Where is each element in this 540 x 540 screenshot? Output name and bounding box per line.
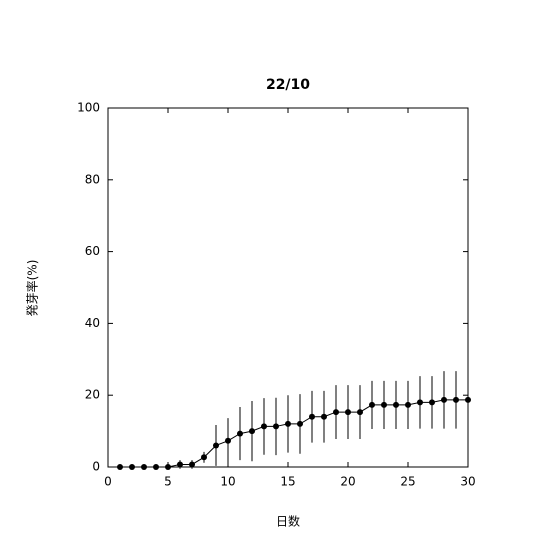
point — [369, 401, 375, 408]
point — [189, 461, 195, 468]
y-tick-label: 20 — [85, 388, 100, 402]
x-tick-label: 0 — [104, 475, 112, 489]
y-tick-label: 40 — [85, 316, 100, 330]
point — [417, 399, 423, 406]
x-tick-label: 30 — [460, 475, 475, 489]
x-tick-label: 15 — [280, 475, 295, 489]
point — [441, 396, 447, 403]
point — [177, 461, 183, 468]
point — [453, 396, 459, 403]
x-tick-label: 5 — [164, 475, 172, 489]
point — [165, 464, 171, 470]
point — [237, 430, 243, 437]
point — [309, 413, 315, 420]
point — [345, 409, 351, 416]
point — [201, 454, 207, 461]
y-axis-label: 発芽率(%) — [25, 260, 40, 317]
y-tick-label: 0 — [92, 460, 100, 474]
point — [393, 401, 399, 408]
point — [465, 396, 471, 403]
point — [249, 428, 255, 435]
x-tick-label: 10 — [220, 475, 235, 489]
point — [117, 464, 123, 470]
point — [333, 409, 339, 416]
point — [225, 437, 231, 444]
point — [321, 413, 327, 420]
y-tick-label: 80 — [85, 172, 100, 186]
point — [297, 420, 303, 427]
point — [357, 409, 363, 416]
y-tick-label: 100 — [77, 101, 100, 115]
point — [141, 464, 147, 470]
point — [381, 401, 387, 408]
point — [405, 401, 411, 408]
x-axis-label: 日数 — [276, 514, 300, 529]
point — [213, 442, 219, 449]
y-tick-label: 60 — [85, 244, 100, 258]
point — [129, 464, 135, 470]
point — [153, 464, 159, 470]
chart-title: 22/10 — [266, 77, 310, 93]
x-tick-label: 20 — [340, 475, 355, 489]
point — [273, 423, 279, 430]
x-tick-label: 25 — [400, 475, 415, 489]
point — [261, 423, 267, 430]
series-line — [120, 399, 468, 468]
point — [429, 399, 435, 406]
point — [285, 420, 291, 427]
